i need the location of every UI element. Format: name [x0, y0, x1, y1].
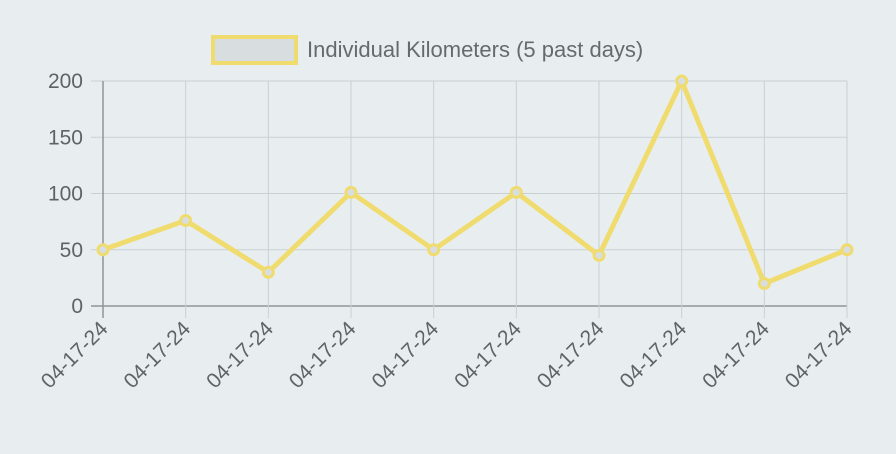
x-tick-label: 04-17-24	[698, 317, 774, 393]
legend[interactable]: Individual Kilometers (5 past days)	[211, 35, 643, 65]
y-tick-label: 0	[71, 295, 83, 318]
x-tick-label: 04-17-24	[450, 317, 526, 393]
data-point	[757, 277, 771, 290]
x-tick-label: 04-17-24	[202, 317, 278, 393]
legend-label[interactable]: Individual Kilometers (5 past days)	[307, 37, 643, 62]
x-tick-label: 04-17-24	[615, 317, 691, 393]
x-tick-label: 04-17-24	[285, 317, 361, 393]
x-tick-label: 04-17-24	[119, 317, 195, 393]
data-point	[427, 243, 441, 257]
x-tick-label: 04-17-24	[37, 317, 113, 393]
data-point	[179, 214, 193, 227]
x-tick-label: 04-17-24	[781, 317, 857, 393]
grid	[91, 80, 848, 318]
series-layer	[96, 74, 854, 290]
data-point	[344, 185, 358, 199]
y-tick-label: 100	[48, 183, 83, 206]
data-point	[592, 248, 606, 262]
y-tick-label: 50	[60, 239, 83, 262]
x-tick-label: 04-17-24	[533, 317, 609, 393]
y-tick-label: 150	[48, 126, 83, 149]
x-tick-label: 04-17-24	[367, 317, 443, 393]
y-tick-label: 200	[48, 70, 83, 93]
legend-swatch[interactable]	[211, 35, 298, 65]
data-point	[509, 185, 523, 199]
data-point	[675, 74, 689, 88]
data-point	[261, 265, 275, 279]
data-point	[840, 243, 854, 257]
data-point	[96, 243, 110, 257]
series-line	[100, 78, 850, 286]
